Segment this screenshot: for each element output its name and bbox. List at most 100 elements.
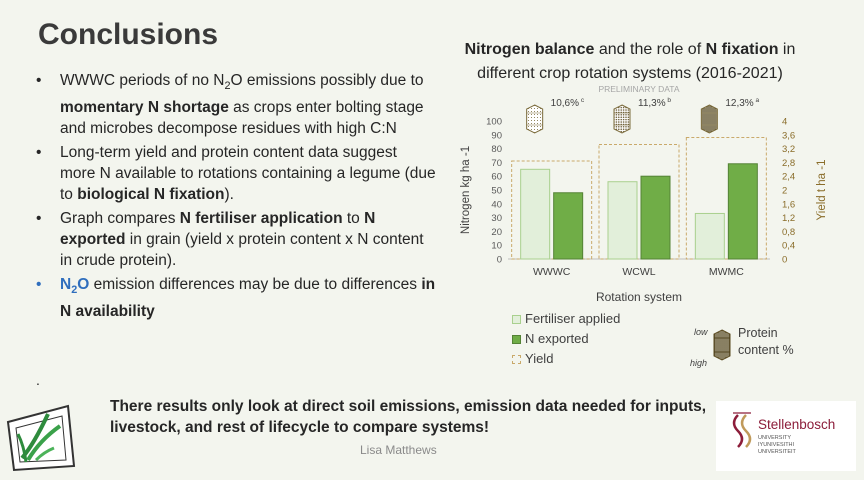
text-run: N fixation (705, 41, 779, 58)
legend-label-exported: N exported (525, 331, 589, 346)
y-tick-label: 20 (491, 227, 502, 238)
bar-fertiliser (607, 181, 638, 260)
protein-legend-hexagon (713, 329, 731, 361)
y2-axis-title: Yield t ha -1 (816, 160, 828, 221)
legend-label-yield: Yield (525, 351, 554, 366)
y2-tick-label: 4 (782, 117, 787, 128)
bullet-list: WWWC periods of no N2O emissions possibl… (36, 70, 436, 325)
y2-tick-label: 1,6 (782, 199, 795, 210)
text-run: N (60, 276, 72, 294)
protein-label: 10,6% c (551, 97, 585, 109)
yield-bar (685, 137, 767, 260)
y2-tick-label: 0 (782, 255, 787, 266)
yield-bar (598, 143, 680, 260)
y2-tick-label: 2,4 (782, 172, 795, 183)
protein-hexagon (613, 104, 631, 134)
text-run: Graph compares (60, 210, 180, 228)
text-run: Long-term yield and protein content data… (60, 144, 436, 204)
y-tick-label: 60 (491, 172, 502, 183)
bar-exported (553, 192, 584, 260)
stellenbosch-logo: Stellenbosch UNIVERSITY IYUNIVESITHI UNI… (716, 401, 856, 471)
y2-tick-label: 2,8 (782, 158, 795, 169)
bottom-statement: There results only look at direct soil e… (110, 398, 707, 436)
bullet-item: Long-term yield and protein content data… (36, 142, 436, 205)
y2-tick-label: 3,2 (782, 144, 795, 155)
protein-legend-label-1: Protein (738, 326, 778, 340)
y-tick-label: 90 (491, 130, 502, 141)
text-run: in N availability (60, 276, 436, 321)
protein-legend: low high Protein content % (690, 326, 794, 368)
y2-tick-label: 0,8 (782, 227, 795, 238)
x-tick-label: MWMC (709, 266, 744, 278)
text-run: O (77, 276, 90, 294)
y-tick-label: 30 (491, 213, 502, 224)
text-run: O emissions possibly due to (230, 72, 424, 89)
slide-title: Conclusions (38, 18, 219, 51)
y2-tick-label: 2 (782, 186, 787, 197)
stray-mark: . (36, 372, 40, 388)
text-run: as crops enter bolting stage and microbe… (60, 99, 424, 138)
protein-hexagon (700, 104, 718, 134)
bullet-item: WWWC periods of no N2O emissions possibl… (36, 70, 436, 139)
svg-text:IYUNIVESITHI: IYUNIVESITHI (758, 442, 795, 448)
chart-annotation: PRELIMINARY DATA (598, 84, 679, 94)
legend-swatch-fertiliser (512, 315, 521, 324)
bar-fertiliser (520, 168, 551, 260)
svg-text:UNIVERSITEIT: UNIVERSITEIT (758, 449, 797, 455)
text-run: 2 (224, 80, 231, 93)
y2-tick-label: 1,2 (782, 213, 795, 224)
research-group-logo (6, 404, 76, 472)
y-tick-label: 40 (491, 199, 502, 210)
text-run: N fertiliser application (179, 210, 343, 228)
legend-fertiliser: Fertiliser applied (512, 309, 620, 329)
protein-significance-letter: b (666, 97, 672, 104)
text-run: N exported (60, 210, 376, 249)
chart: PRELIMINARY DATA 0 10 20 30 40 50 60 70 80 90 100 0 0… (460, 84, 828, 304)
text-run: biological N fixation (77, 186, 225, 204)
author-name: Lisa Matthews (360, 443, 437, 457)
y-tick-label: 10 (491, 241, 502, 252)
text-run: in grain (yield x protein content x N co… (60, 231, 424, 270)
chart-title: Nitrogen balance and the role of N fixat… (440, 38, 820, 86)
bar-fertiliser (694, 212, 725, 260)
y-tick-label: 80 (491, 144, 502, 155)
svg-text:UNIVERSITY: UNIVERSITY (758, 435, 791, 441)
protein-legend-high: high (690, 358, 707, 368)
text-run: momentary N shortage (60, 99, 229, 117)
x-tick-label: WCWL (622, 266, 655, 278)
bar-exported (727, 163, 758, 260)
protein-legend-low: low (694, 327, 708, 337)
chart-legend: Fertiliser applied N exported Yield (512, 309, 620, 369)
yield-bar (511, 160, 593, 260)
protein-hexagon (526, 104, 544, 134)
legend-swatch-exported (512, 335, 521, 344)
text-run: WWWC periods of no N (60, 72, 225, 89)
x-axis-title: Rotation system (596, 290, 682, 304)
y-tick-label: 70 (491, 158, 502, 169)
text-run: to (342, 210, 365, 228)
legend-exported: N exported (512, 329, 620, 349)
bullet-item: N2O emission differences may be due to d… (36, 274, 436, 322)
text-run: 2 (71, 284, 78, 297)
legend-label-fertiliser: Fertiliser applied (525, 311, 621, 326)
text-run: Nitrogen balance (464, 41, 595, 58)
text-run: ). (224, 186, 234, 204)
legend-swatch-yield (512, 355, 521, 364)
y-axis-title: Nitrogen kg ha -1 (460, 146, 472, 234)
protein-significance-letter: a (754, 97, 760, 104)
y-tick-label: 50 (491, 186, 502, 197)
y-tick-label: 100 (486, 117, 502, 128)
bar-exported (640, 175, 671, 260)
text-run: and the role of (594, 41, 706, 58)
y-tick-label: 0 (497, 255, 502, 266)
svg-text:Stellenbosch: Stellenbosch (758, 417, 835, 432)
protein-label: 11,3% b (638, 97, 671, 109)
protein-label: 12,3% a (725, 97, 759, 109)
text-run: emission differences may be due to diffe… (89, 276, 422, 294)
y2-tick-label: 0,4 (782, 241, 795, 252)
protein-legend-label-2: content % (738, 343, 794, 357)
y2-tick-label: 3,6 (782, 130, 795, 141)
x-tick-label: WWWC (533, 266, 571, 278)
legend-yield: Yield (512, 349, 620, 369)
